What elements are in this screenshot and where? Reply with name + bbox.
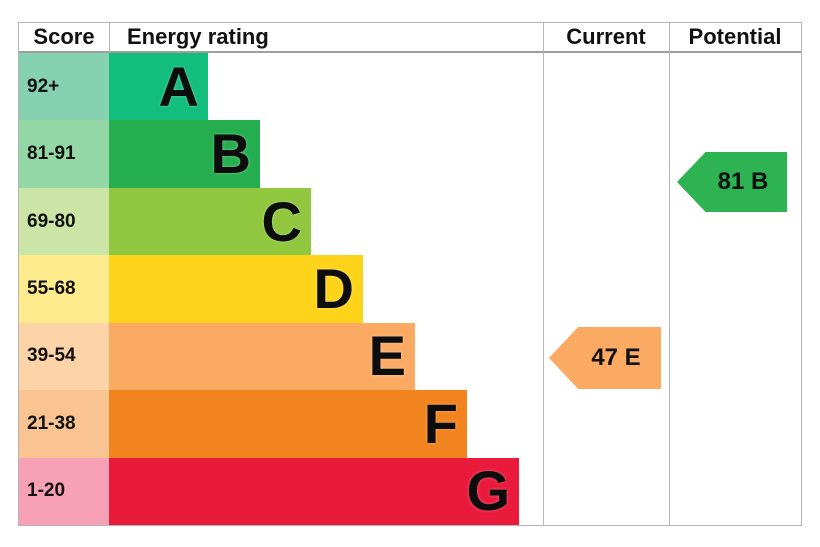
band-rows: 92+ A 81-91 B 69-80 C 55-68 D 39-54 E 21… <box>19 53 801 525</box>
score-cell: 21-38 <box>19 390 109 458</box>
band-row-b: 81-91 B <box>19 120 801 188</box>
score-cell: 81-91 <box>19 120 109 188</box>
score-cell: 55-68 <box>19 255 109 323</box>
rating-letter: E <box>368 324 406 388</box>
band-row-a: 92+ A <box>19 53 801 121</box>
rating-bar: C <box>109 187 311 256</box>
band-row-g: 1-20 G <box>19 457 801 525</box>
rating-letter: B <box>210 122 251 186</box>
score-header-divider <box>109 23 110 53</box>
band-row-e: 39-54 E <box>19 322 801 391</box>
score-cell: 92+ <box>19 53 109 121</box>
current-arrow: 47 E <box>549 327 661 389</box>
rating-bar: A <box>109 53 208 121</box>
current-column-divider <box>543 23 544 525</box>
energy-rating-header: Energy rating <box>127 24 269 49</box>
band-row-d: 55-68 D <box>19 255 801 323</box>
table-header: Score Energy rating Current Potential <box>19 23 801 53</box>
potential-header: Potential <box>688 24 782 49</box>
score-cell: 39-54 <box>19 322 109 391</box>
rating-letter: D <box>313 256 354 320</box>
rating-bar: F <box>109 390 467 458</box>
rating-bar: G <box>109 457 519 525</box>
epc-rating-table: Score Energy rating Current Potential 92… <box>18 22 802 526</box>
rating-letter: A <box>158 54 199 118</box>
score-cell: 1-20 <box>19 457 109 525</box>
rating-bar: B <box>109 120 260 188</box>
band-row-c: 69-80 C <box>19 187 801 256</box>
rating-letter: G <box>466 459 510 523</box>
rating-letter: C <box>261 189 302 253</box>
score-cell: 69-80 <box>19 187 109 256</box>
rating-letter: F <box>423 391 458 455</box>
current-header: Current <box>566 24 646 49</box>
rating-bar: E <box>109 322 415 391</box>
potential-column-divider <box>669 23 670 525</box>
score-header: Score <box>33 24 95 49</box>
band-row-f: 21-38 F <box>19 390 801 458</box>
rating-bar: D <box>109 255 363 323</box>
